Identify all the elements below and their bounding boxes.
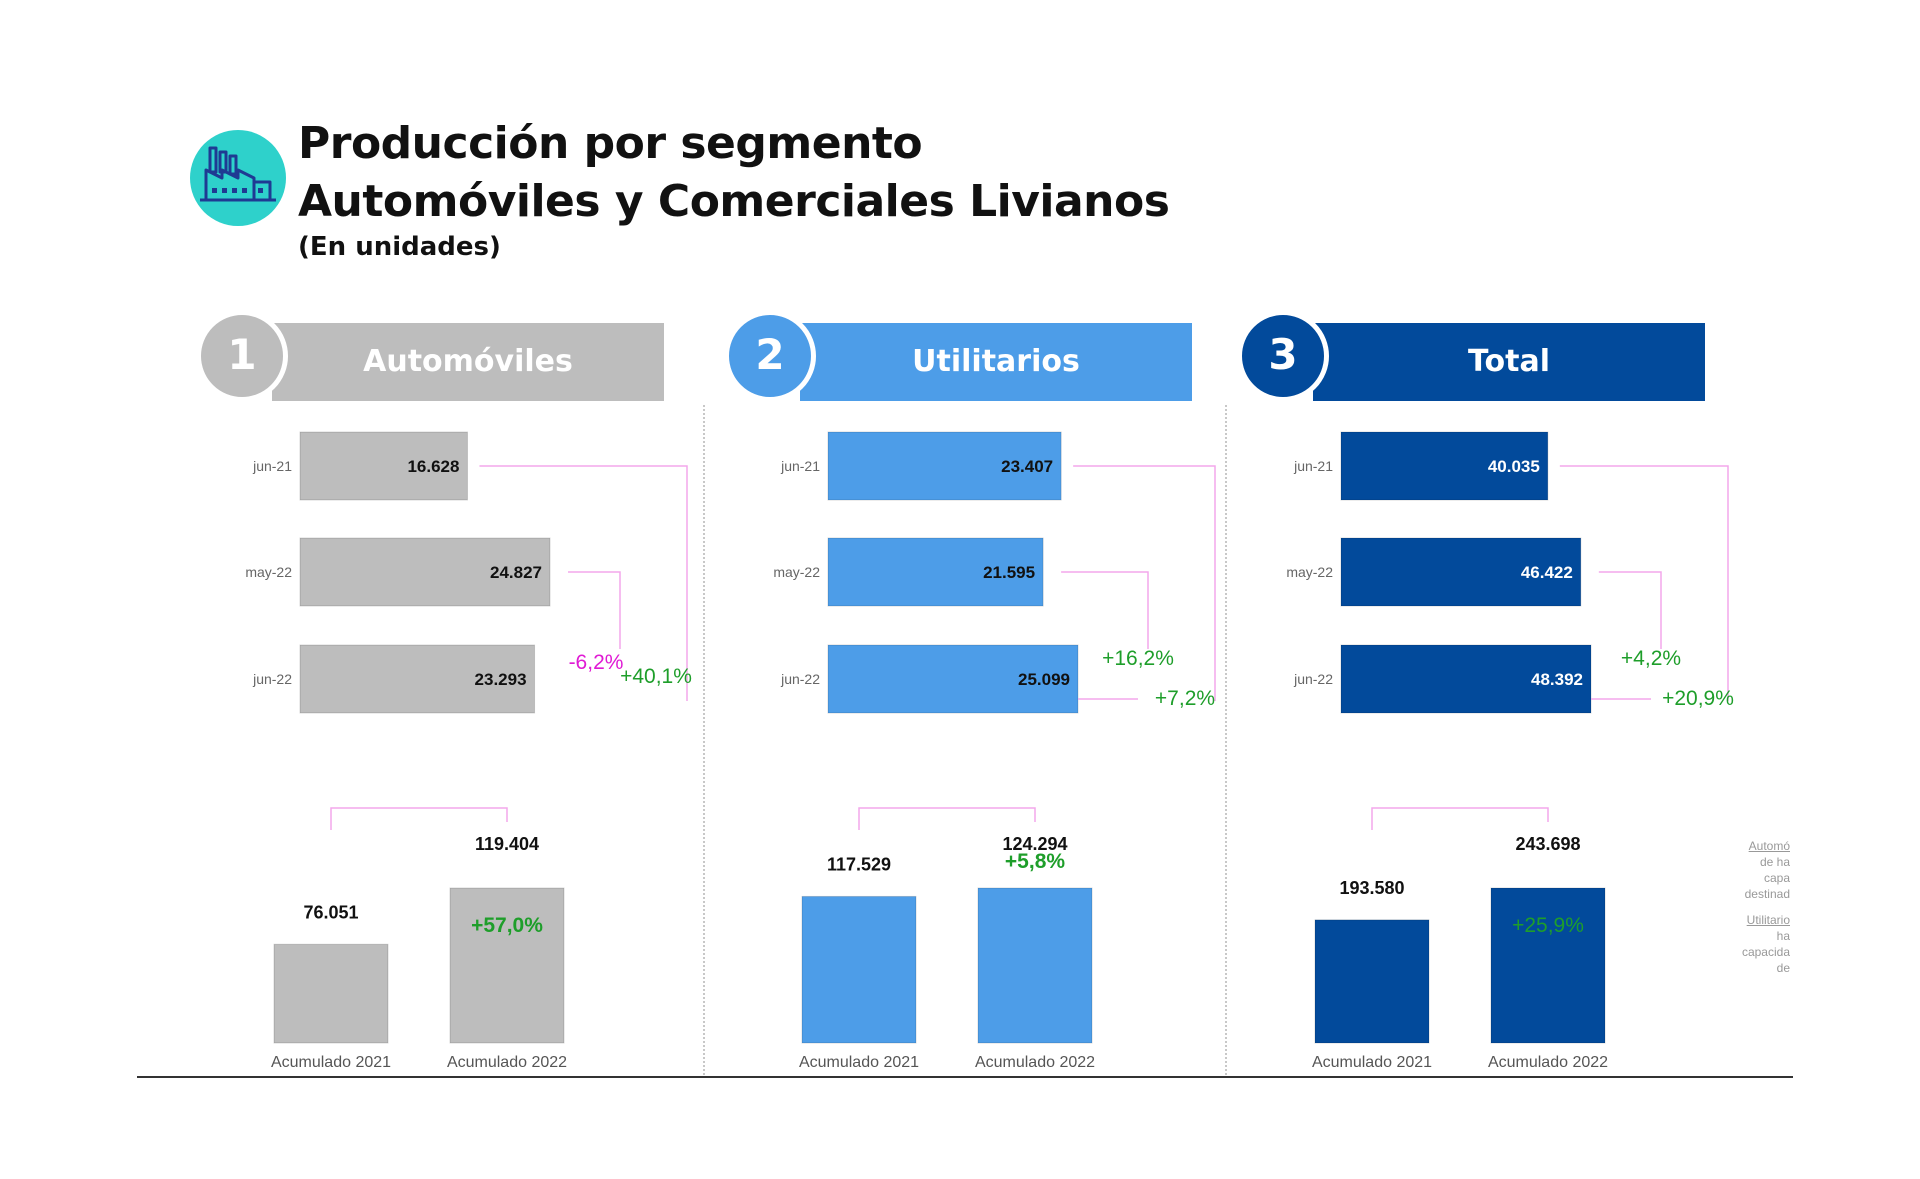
accumulated-bar: [977, 887, 1093, 1044]
accumulated-bar: [1314, 919, 1430, 1044]
accumulated-connector: [1371, 807, 1549, 830]
category-label: may-22: [245, 564, 292, 580]
variation-label: +16,2%: [1102, 647, 1174, 670]
accumulated-category-label: Acumulado 2021: [1312, 1054, 1432, 1071]
page-subtitle: (En unidades): [298, 232, 501, 262]
side-note-line: Automó: [1748, 839, 1790, 853]
category-label: jun-21: [1293, 458, 1333, 474]
bar: [299, 644, 536, 714]
variation-connector: [1598, 571, 1662, 649]
accumulated-data-label: 193.580: [1339, 878, 1404, 898]
category-label: may-22: [1286, 564, 1333, 580]
bar: [299, 431, 468, 501]
page-title-line-2: Automóviles y Comerciales Livianos: [298, 176, 1170, 227]
panel-number-badge: 2: [724, 310, 816, 402]
factory-icon: [200, 146, 276, 202]
accumulated-bar: [273, 943, 389, 1044]
accumulated-category-label: Acumulado 2022: [447, 1054, 567, 1071]
accumulated-data-label: 119.404: [475, 834, 539, 854]
data-label: 24.827: [490, 563, 542, 582]
bar: [827, 537, 1044, 607]
accumulated-connector: [858, 807, 1036, 830]
data-label: 16.628: [407, 457, 459, 476]
side-note-line: ha: [1776, 929, 1790, 943]
accumulated-bar: [449, 887, 565, 1044]
side-note-line: capa: [1763, 871, 1790, 885]
accumulated-variation-label: +5,8%: [1005, 850, 1065, 873]
data-label: 25.099: [1018, 670, 1070, 689]
category-label: may-22: [773, 564, 820, 580]
variation-label: +40,1%: [620, 665, 692, 688]
accumulated-variation-label: +25,9%: [1512, 914, 1584, 937]
side-note-line: destinad: [1744, 887, 1790, 901]
panel-automoviles: Automóviles 1 jun-21 16.628 may-22 24.827 ju…: [196, 310, 716, 1090]
accumulated-data-label: 76.051: [303, 902, 358, 922]
category-label: jun-21: [252, 458, 292, 474]
variation-connector: [1073, 465, 1216, 701]
data-label: 21.595: [983, 563, 1035, 582]
category-label: jun-22: [1293, 671, 1333, 687]
bar: [299, 537, 551, 607]
category-label: jun-22: [780, 671, 820, 687]
banner-automoviles: Automóviles: [272, 323, 664, 401]
side-note-line: de ha: [1759, 855, 1790, 869]
banner-title: Automóviles: [363, 344, 573, 379]
data-label: 40.035: [1488, 457, 1540, 476]
accumulated-category-label: Acumulado 2022: [975, 1054, 1095, 1071]
side-note-line: capacida: [1741, 945, 1790, 959]
accumulated-connector: [330, 807, 508, 830]
panel-total: Total 3 jun-21 40.035 may-22 46.422 jun-22 48…: [1237, 310, 1757, 1090]
chart-total: jun-21 40.035 may-22 46.422 jun-22 48.392 +4,2…: [1286, 431, 1734, 1071]
chart-utilitarios: jun-21 23.407 may-22 21.595 jun-22 25.099 +16,…: [773, 431, 1216, 1071]
accumulated-bar: [1490, 887, 1606, 1044]
variation-connector: [1559, 465, 1729, 701]
variation-connector: [568, 571, 621, 649]
panel-number-badge: 3: [1237, 310, 1329, 402]
bar: [827, 431, 1062, 501]
banner-title: Utilitarios: [912, 344, 1080, 379]
accumulated-category-label: Acumulado 2021: [799, 1054, 919, 1071]
data-label: 23.293: [475, 670, 527, 689]
banner-title: Total: [1468, 344, 1550, 379]
bar: [1340, 644, 1592, 714]
side-note-line: Utilitario: [1746, 913, 1790, 927]
bar: [827, 644, 1079, 714]
accumulated-bar: [801, 895, 917, 1044]
side-note: Automó de ha capa destinad Utilitario ha…: [1740, 838, 1790, 976]
accumulated-category-label: Acumulado 2021: [271, 1054, 391, 1071]
panel-utilitarios: Utilitarios 2 jun-21 23.407 may-22 21.595 ju…: [724, 310, 1244, 1090]
side-note-line: de: [1776, 961, 1790, 975]
chart-automoviles: jun-21 16.628 may-22 24.827 jun-22 23.293 -6,2…: [245, 431, 692, 1071]
panel-divider: [703, 405, 705, 1075]
banner-utilitarios: Utilitarios: [800, 323, 1192, 401]
variation-connector: [1061, 571, 1149, 649]
accumulated-data-label: 243.698: [1515, 834, 1580, 854]
page-title: Producción por segmento: [298, 118, 923, 169]
variation-label: -6,2%: [569, 651, 624, 674]
bottom-rule: [137, 1076, 1793, 1078]
banner-total: Total: [1313, 323, 1705, 401]
panel-divider: [1225, 405, 1227, 1075]
variation-label: +4,2%: [1621, 647, 1681, 670]
accumulated-data-label: 117.529: [827, 854, 891, 874]
bar: [1340, 537, 1582, 607]
panel-number-badge: 1: [196, 310, 288, 402]
category-label: jun-21: [780, 458, 820, 474]
accumulated-category-label: Acumulado 2022: [1488, 1054, 1608, 1071]
data-label: 46.422: [1521, 563, 1573, 582]
variation-label: +7,2%: [1155, 687, 1215, 710]
bar: [1340, 431, 1549, 501]
variation-connector: [479, 465, 688, 701]
accumulated-data-label: 124.294: [1002, 834, 1067, 854]
data-label: 48.392: [1531, 670, 1583, 689]
category-label: jun-22: [252, 671, 292, 687]
variation-label: +20,9%: [1662, 687, 1734, 710]
factory-icon-badge: [190, 130, 286, 226]
data-label: 23.407: [1001, 457, 1053, 476]
accumulated-variation-label: +57,0%: [471, 914, 543, 937]
